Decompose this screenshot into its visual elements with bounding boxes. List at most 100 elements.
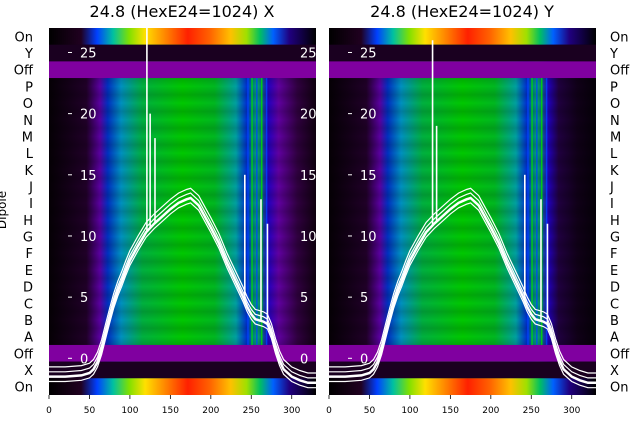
off-row-band: [49, 344, 316, 362]
x-tick-label: 150: [162, 406, 179, 416]
heatmap-streak: [251, 78, 253, 345]
heatmap-row: [49, 311, 316, 329]
row-label: Off: [14, 347, 34, 362]
overlay-curve: [329, 192, 596, 379]
heatmap-streak: [265, 78, 268, 345]
overlay-curve: [49, 187, 316, 374]
overlay-y-tick-label: 10: [80, 230, 97, 245]
heatmap-row: [49, 261, 316, 279]
row-label: D: [23, 281, 33, 296]
row-label: G: [23, 231, 33, 246]
heatmap-row: [329, 294, 596, 312]
row-label: N: [610, 114, 620, 129]
row-label: A: [610, 331, 619, 346]
row-label: Off: [14, 64, 34, 79]
off-row-band: [329, 344, 596, 362]
overlay-y-tick-label: 15: [360, 169, 377, 184]
heatmap-row: [329, 161, 596, 179]
row-label: P: [25, 80, 33, 95]
overlay-y-tick-label: 25: [80, 46, 97, 61]
left-overlay: 0 0 5 5 10 10 15 15 20 20 25 25: [49, 28, 317, 389]
right-chart-title: 24.8 (HexE24=1024) Y: [370, 2, 554, 21]
heatmap-row: [49, 144, 316, 162]
heatmap-row: [329, 128, 596, 145]
heatmap-row: [49, 161, 316, 179]
heatmap-streak: [531, 78, 533, 345]
heatmap-row: [49, 328, 316, 345]
row-label: L: [610, 147, 618, 162]
heatmap-row: [329, 144, 596, 162]
heatmap-row: [329, 311, 596, 329]
overlay-y-tick-label-right: 10: [300, 230, 317, 245]
x-tick-label: 0: [46, 406, 52, 416]
row-label: C: [24, 297, 33, 312]
overlay-y-tick-label: 5: [360, 291, 368, 306]
right-x-axis: 0 50 100 150 200 250 300: [326, 395, 581, 416]
left-chart-title: 24.8 (HexE24=1024) X: [90, 2, 275, 21]
row-label: A: [24, 331, 33, 346]
heatmap-row: [329, 261, 596, 279]
overlay-y-tick-label: 5: [80, 291, 88, 306]
heatmap-row: [49, 111, 316, 129]
heatmap-row: [49, 94, 316, 112]
heatmap-streak: [247, 78, 249, 345]
heatmap-streak: [545, 78, 548, 345]
x-tick-label: 100: [401, 406, 418, 416]
heatmap-streak: [256, 78, 258, 345]
row-label: On: [15, 381, 33, 396]
row-label: On: [610, 30, 628, 45]
x-tick-label: 200: [202, 406, 219, 416]
row-label: F: [26, 247, 33, 262]
row-label: Y: [24, 47, 33, 62]
x-tick-label: 300: [283, 406, 300, 416]
x-tick-label: 150: [442, 406, 459, 416]
x-tick-label: 0: [326, 406, 332, 416]
row-label: D: [610, 281, 620, 296]
row-label: J: [609, 180, 614, 195]
row-label: J: [28, 180, 33, 195]
heatmap-row: [49, 228, 316, 245]
y-axis-title: Dipole: [0, 191, 9, 229]
row-label: G: [610, 231, 620, 246]
row-label: On: [15, 30, 33, 45]
overlay-y-tick-label: 15: [80, 169, 97, 184]
overlay-y-tick-label-right: 5: [300, 291, 308, 306]
on-row-band: [329, 28, 596, 45]
heatmap-row: [49, 278, 316, 295]
left-x-axis: 0 50 100 150 200 250 300: [46, 395, 301, 416]
heatmap-row: [329, 228, 596, 245]
heatmap-row: [329, 211, 596, 229]
x-tick-label: 100: [121, 406, 138, 416]
x-tick-label: 250: [243, 406, 260, 416]
edge-row-band: [49, 361, 316, 379]
off-row-band: [49, 61, 316, 79]
left-heatmap-panel: [49, 28, 316, 395]
edge-row-band: [329, 44, 596, 62]
row-label: I: [610, 197, 614, 212]
overlay-y-tick-label: 20: [80, 108, 97, 123]
x-tick-label: 50: [84, 406, 96, 416]
heatmap-row: [329, 111, 596, 129]
x-tick-label: 250: [523, 406, 540, 416]
overlay-y-tick-label: 10: [360, 230, 377, 245]
row-label: M: [610, 130, 621, 145]
on-row-band: [49, 28, 316, 45]
row-label: Off: [610, 347, 630, 362]
on-row-band: [49, 378, 316, 395]
heatmap-row: [329, 178, 596, 195]
overlay-y-tick-label: 0: [80, 352, 88, 367]
heatmap-row: [49, 211, 316, 229]
row-label: I: [29, 197, 33, 212]
row-label: F: [610, 247, 617, 262]
heatmap-streak: [527, 78, 529, 345]
heatmap-row: [49, 78, 316, 95]
heatmap-row: [329, 194, 596, 212]
row-label: On: [610, 381, 628, 396]
row-label: O: [23, 97, 33, 112]
overlay-y-tick-label: 25: [360, 46, 377, 61]
overlay-curve: [329, 187, 596, 374]
heatmap-row: [49, 128, 316, 145]
